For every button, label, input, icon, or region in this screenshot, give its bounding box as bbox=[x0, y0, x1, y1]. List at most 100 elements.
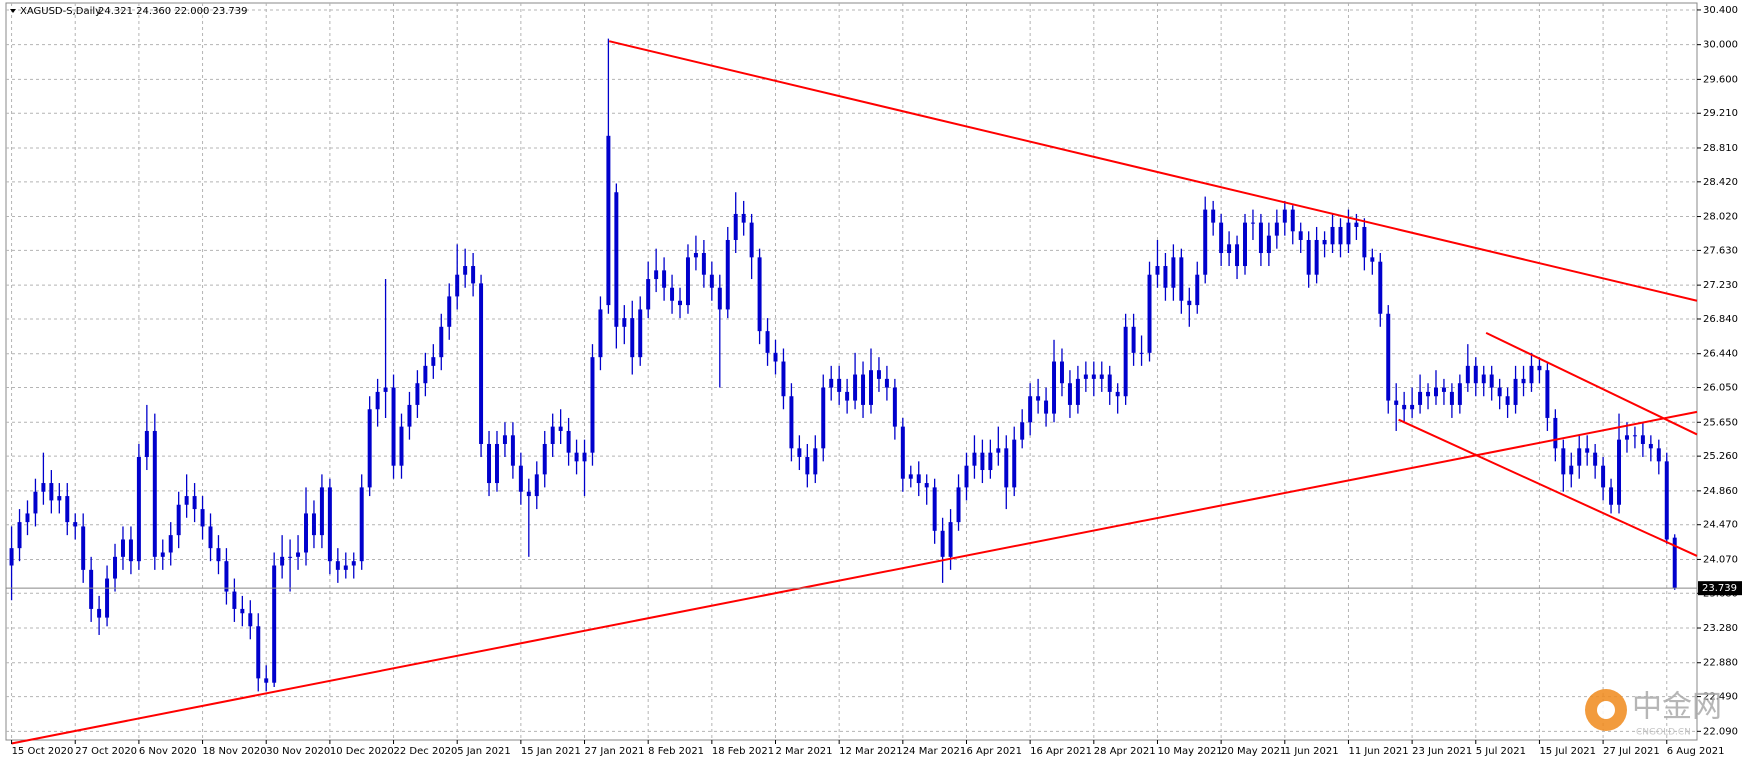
candle-body bbox=[240, 608, 245, 614]
candle-body bbox=[638, 309, 643, 358]
candle-body bbox=[1067, 383, 1072, 405]
x-tick-label: 11 Jun 2021 bbox=[1348, 746, 1408, 757]
y-tick-label: 24.470 bbox=[1703, 520, 1738, 531]
candle-body bbox=[407, 404, 412, 427]
x-tick-label: 15 Jul 2021 bbox=[1539, 746, 1596, 757]
candle-body bbox=[1346, 222, 1351, 245]
last-price-box bbox=[1698, 581, 1742, 596]
candle-body bbox=[120, 539, 125, 557]
candle-body bbox=[327, 487, 332, 562]
candle-body bbox=[1083, 374, 1088, 379]
candle-body bbox=[693, 253, 698, 258]
candle-body bbox=[1028, 396, 1033, 423]
candle-body bbox=[9, 548, 14, 566]
candle-body bbox=[65, 496, 70, 523]
candle-body bbox=[97, 608, 102, 618]
candle-body bbox=[733, 213, 738, 240]
candle-body bbox=[1258, 222, 1263, 254]
candle-body bbox=[1274, 222, 1279, 236]
candle-body bbox=[781, 361, 786, 397]
candle-body bbox=[351, 561, 356, 566]
logo-inner bbox=[1597, 701, 1615, 719]
x-tick-label: 10 Dec 2020 bbox=[330, 746, 394, 757]
candle-body bbox=[264, 678, 269, 683]
candle-body bbox=[311, 513, 316, 536]
candle-body bbox=[1266, 235, 1271, 254]
candle-body bbox=[1569, 465, 1574, 475]
y-tick-label: 26.440 bbox=[1703, 349, 1738, 360]
candle-body bbox=[1497, 387, 1502, 397]
candle-body bbox=[1314, 239, 1319, 275]
candle-body bbox=[359, 487, 364, 562]
candle-body bbox=[1163, 266, 1168, 288]
y-tick-label: 26.050 bbox=[1703, 383, 1738, 394]
candle-body bbox=[1577, 448, 1582, 466]
candle-body bbox=[996, 448, 1001, 453]
y-tick-label: 28.810 bbox=[1703, 143, 1738, 154]
candle-body bbox=[709, 274, 714, 288]
candle-body bbox=[232, 591, 237, 609]
x-tick-label: 27 Oct 2020 bbox=[75, 746, 137, 757]
candle-body bbox=[1465, 365, 1470, 384]
candle-body bbox=[1426, 391, 1431, 397]
candle-body bbox=[1044, 400, 1049, 414]
candle-body bbox=[383, 387, 388, 392]
candle-body bbox=[1099, 374, 1104, 379]
candle-body bbox=[280, 556, 285, 566]
candle-body bbox=[57, 496, 62, 501]
candle-body bbox=[1418, 391, 1423, 405]
candle-body bbox=[845, 391, 850, 401]
candle-body bbox=[1585, 448, 1590, 453]
candle-body bbox=[550, 426, 555, 444]
candle-body bbox=[1609, 487, 1614, 505]
candle-body bbox=[1394, 400, 1399, 405]
candle-body bbox=[200, 509, 205, 527]
candle-body bbox=[1187, 300, 1192, 306]
candle-body bbox=[717, 287, 722, 310]
candle-body bbox=[1211, 209, 1216, 223]
candle-body bbox=[1561, 448, 1566, 475]
candle-body bbox=[1139, 352, 1144, 354]
candle-body bbox=[1545, 370, 1550, 418]
x-tick-label: 28 Apr 2021 bbox=[1094, 746, 1156, 757]
candle-body bbox=[415, 383, 420, 405]
y-tick-label: 26.840 bbox=[1703, 314, 1738, 325]
candle-body bbox=[192, 496, 197, 510]
candle-body bbox=[296, 552, 301, 557]
x-tick-label: 15 Jan 2021 bbox=[521, 746, 581, 757]
candle-body bbox=[1036, 396, 1041, 401]
candle-body bbox=[1290, 209, 1295, 232]
x-tick-label: 20 May 2021 bbox=[1221, 746, 1286, 757]
candle-body bbox=[25, 513, 30, 523]
candle-body bbox=[662, 270, 667, 288]
candle-body bbox=[725, 239, 730, 310]
candle-body bbox=[646, 279, 651, 310]
candle-body bbox=[1624, 435, 1629, 440]
candle-body bbox=[1664, 461, 1669, 540]
candle-body bbox=[447, 296, 452, 327]
candle-body bbox=[144, 430, 149, 458]
candle-body bbox=[821, 387, 826, 449]
y-tick-label: 27.230 bbox=[1703, 280, 1738, 291]
candle-body bbox=[582, 452, 587, 462]
candle-body bbox=[1362, 226, 1367, 258]
candle-body bbox=[184, 496, 189, 505]
candle-body bbox=[1354, 222, 1359, 227]
candle-body bbox=[1593, 452, 1598, 466]
y-tick-label: 29.600 bbox=[1703, 74, 1738, 85]
candle-body bbox=[614, 192, 619, 327]
candle-body bbox=[423, 365, 428, 384]
candle-body bbox=[1601, 465, 1606, 488]
candle-body bbox=[622, 318, 627, 327]
candle-body bbox=[160, 552, 165, 557]
candle-body bbox=[1020, 422, 1025, 440]
trendline bbox=[11, 410, 1698, 745]
x-tick-label: 2 Mar 2021 bbox=[776, 746, 833, 757]
x-tick-label: 6 Nov 2020 bbox=[139, 746, 197, 757]
candle-body bbox=[1457, 383, 1462, 405]
candle-body bbox=[1378, 261, 1383, 314]
candle-body bbox=[590, 357, 595, 453]
candle-body bbox=[343, 565, 348, 570]
candle-body bbox=[924, 483, 929, 488]
candle-body bbox=[256, 626, 261, 679]
